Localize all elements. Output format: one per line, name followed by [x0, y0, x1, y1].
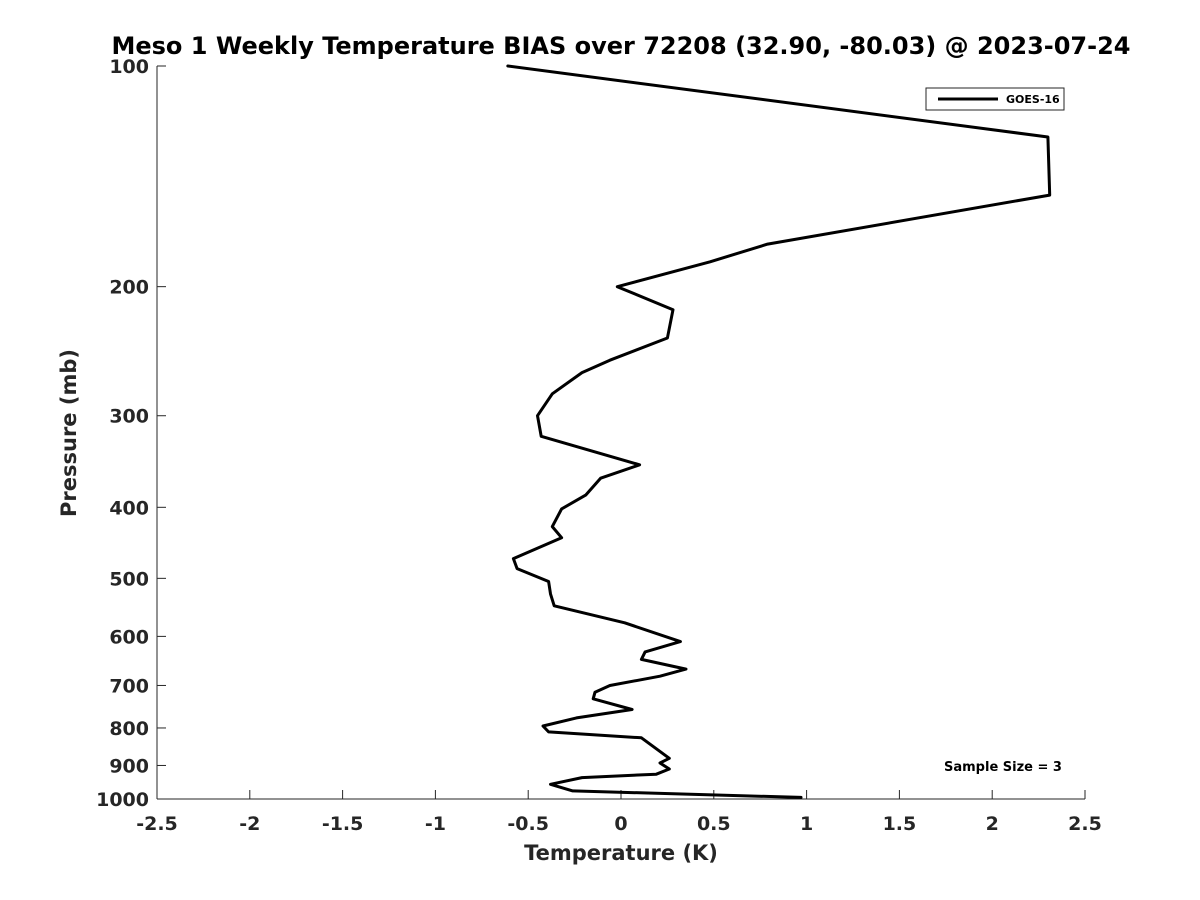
y-tick-label: 300 [109, 406, 149, 428]
y-tick-label: 400 [109, 497, 149, 519]
legend: GOES-16 [925, 87, 1065, 111]
x-tick-label: -1.5 [322, 813, 364, 835]
chart-title: Meso 1 Weekly Temperature BIAS over 7220… [111, 32, 1130, 60]
y-tick-label: 700 [109, 675, 149, 697]
sample-size-annotation: Sample Size = 3 [944, 760, 1062, 775]
data-point [551, 392, 554, 395]
data-point [623, 621, 626, 624]
y-tick-label: 1000 [96, 789, 149, 811]
x-tick-label: 0 [614, 813, 627, 835]
y-axis-label: Pressure (mb) [57, 349, 81, 517]
data-point [630, 708, 634, 711]
x-tick-label: -2 [239, 813, 260, 835]
data-point [766, 242, 769, 246]
data-point [640, 736, 643, 739]
data-point [571, 789, 574, 793]
x-tick-label: 0.5 [697, 813, 731, 835]
data-point [592, 697, 595, 700]
data-point [640, 658, 643, 661]
data-point [684, 667, 688, 671]
data-point [616, 285, 619, 288]
data-point [549, 783, 552, 786]
data-point [643, 650, 647, 654]
y-tick-label: 100 [109, 56, 149, 78]
data-point [608, 684, 612, 687]
x-tick-label: -0.5 [507, 813, 549, 835]
y-tick-label: 500 [109, 568, 149, 590]
data-point [512, 557, 515, 560]
data-point [560, 507, 563, 511]
x-tick-label: -2.5 [136, 813, 178, 835]
x-tick-label: 1.5 [883, 813, 917, 835]
data-point [549, 592, 552, 596]
data-point [560, 536, 563, 539]
data-point [540, 435, 543, 438]
data-point [584, 493, 587, 497]
x-axis-label: Temperature (K) [524, 841, 718, 865]
data-point [547, 580, 550, 583]
x-tick-label: 2.5 [1068, 813, 1102, 835]
y-tick-label: 200 [109, 277, 149, 299]
data-point [671, 308, 675, 311]
legend-label-goes-16: GOES-16 [1006, 93, 1060, 106]
data-point [547, 730, 550, 734]
data-point [551, 525, 554, 528]
data-point [658, 675, 662, 678]
x-tick-label: -1 [425, 813, 446, 835]
data-point [580, 776, 584, 779]
data-point [580, 371, 584, 374]
data-point [668, 757, 671, 760]
data-point [638, 463, 641, 466]
data-point [553, 604, 556, 607]
data-point [668, 767, 671, 771]
data-point [608, 359, 612, 362]
y-tick-label: 900 [109, 755, 149, 777]
data-point [599, 477, 602, 480]
data-point [679, 640, 682, 643]
y-ticks: 100 200 300 400 500 600 700 800 900 1000 [96, 56, 166, 811]
series-line-goes-16 [506, 64, 1052, 799]
series-points [506, 64, 1051, 799]
data-point [575, 716, 578, 720]
data-point [1046, 135, 1050, 139]
y-tick-label: 600 [109, 626, 149, 648]
data-point [666, 336, 669, 340]
y-tick-label: 800 [109, 718, 149, 740]
x-ticks: -2.5 -2 -1.5 -1 -0.5 0 0.5 1 1.5 2 2.5 [136, 790, 1102, 835]
x-tick-label: 1 [800, 813, 813, 835]
data-point [658, 761, 662, 765]
data-point [506, 64, 509, 68]
data-point [655, 773, 658, 776]
data-point [593, 691, 597, 694]
data-point [541, 724, 545, 728]
data-point [515, 567, 519, 570]
data-point [799, 796, 803, 799]
data-point [1048, 193, 1051, 197]
x-tick-label: 2 [986, 813, 999, 835]
data-point [536, 414, 539, 417]
data-point [708, 260, 712, 263]
